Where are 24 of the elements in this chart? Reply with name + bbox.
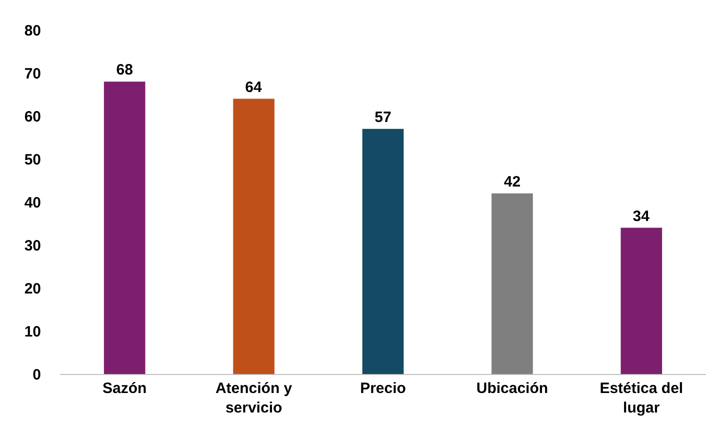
- y-tick-label: 50: [24, 151, 41, 168]
- data-label: 57: [374, 108, 392, 126]
- x-tick-label: Ubicación: [476, 380, 548, 397]
- y-tick-label: 40: [24, 194, 41, 212]
- data-label: 68: [116, 62, 133, 79]
- y-tick-label: 60: [24, 108, 41, 126]
- bar: [492, 193, 533, 374]
- x-tick-label: Atención y servicio: [215, 380, 293, 416]
- x-tick-label: Sazón: [102, 380, 147, 397]
- x-tick-label: Estética del lugar: [600, 380, 684, 416]
- y-tick-label: 20: [24, 280, 41, 298]
- y-tick-label: 10: [24, 323, 41, 340]
- bar: [104, 82, 146, 374]
- y-tick-label: 70: [24, 65, 41, 82]
- data-label: 34: [632, 208, 650, 225]
- bar: [233, 98, 274, 374]
- data-label: 64: [245, 78, 262, 96]
- y-tick-label: 0: [32, 366, 41, 384]
- bar: [620, 228, 662, 374]
- bar: [362, 128, 404, 374]
- x-tick-label: Precio: [360, 380, 406, 397]
- data-label: 42: [504, 173, 521, 190]
- y-tick-label: 30: [24, 237, 41, 254]
- y-tick-label: 80: [24, 22, 41, 40]
